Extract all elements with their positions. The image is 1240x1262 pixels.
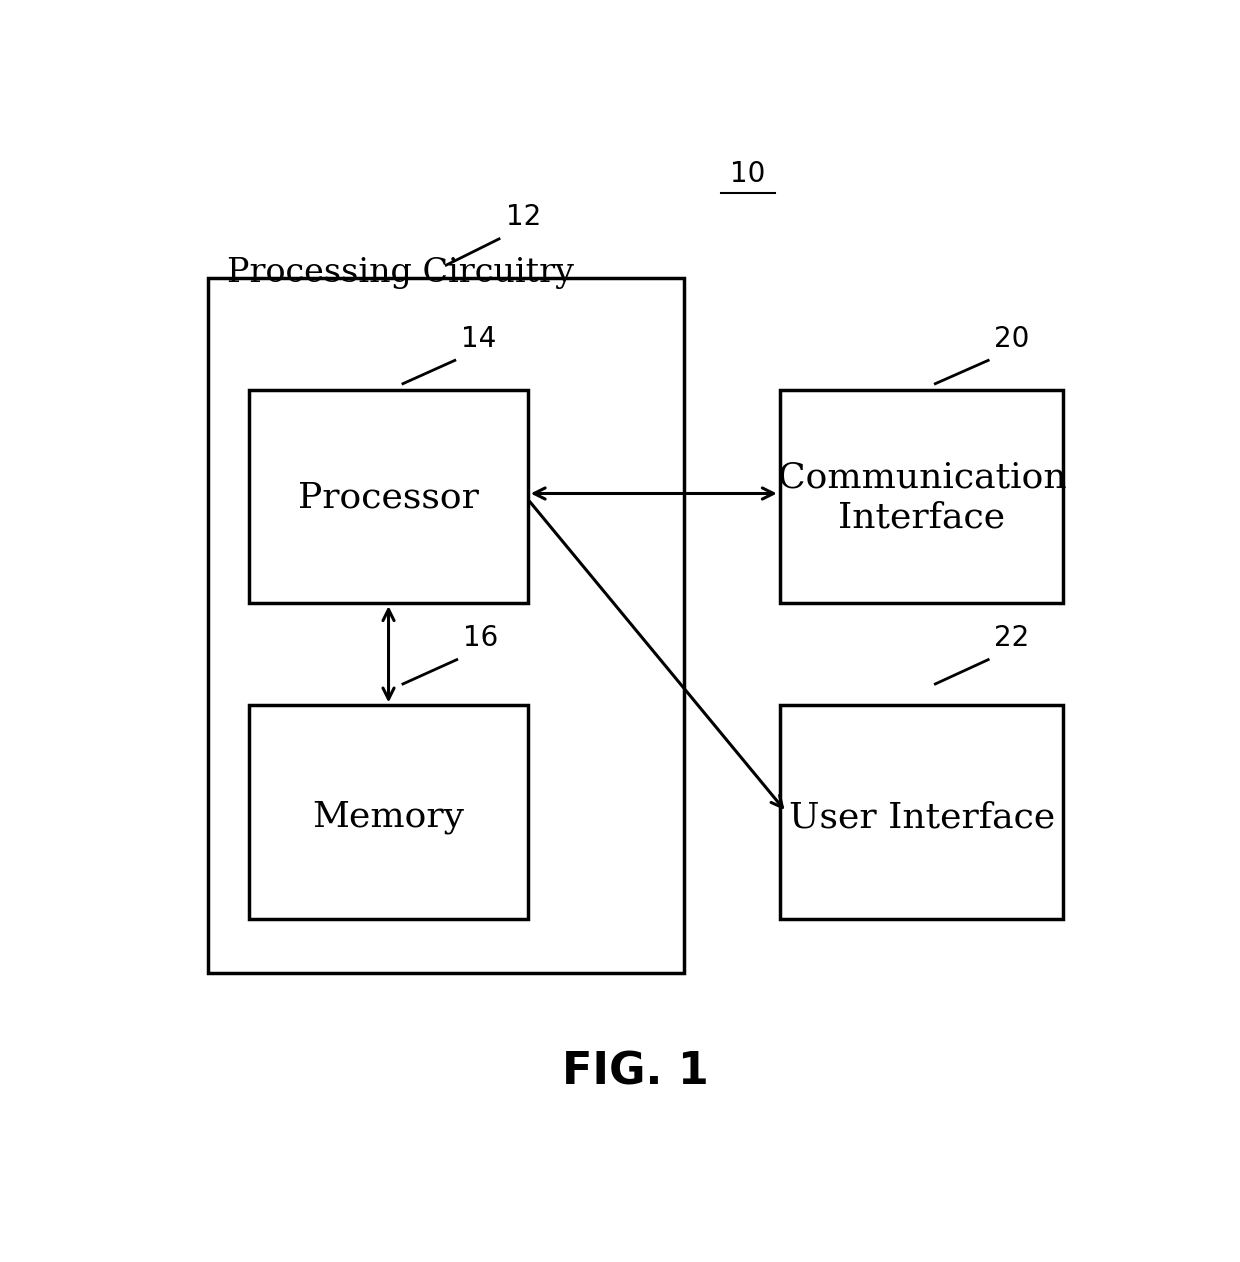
Text: Processing Circuitry: Processing Circuitry (227, 257, 574, 289)
Text: Communication
Interface: Communication Interface (777, 461, 1066, 534)
Bar (780, 390, 1063, 603)
Text: Memory: Memory (312, 800, 465, 834)
Bar (208, 278, 683, 973)
Bar (249, 705, 528, 919)
Text: 10: 10 (730, 160, 765, 188)
Text: 12: 12 (506, 203, 541, 231)
Bar (780, 705, 1063, 919)
Text: 16: 16 (463, 623, 497, 652)
Bar (249, 390, 528, 603)
Text: FIG. 1: FIG. 1 (562, 1050, 709, 1093)
Text: 22: 22 (994, 623, 1029, 652)
Text: Processor: Processor (298, 481, 479, 515)
Text: User Interface: User Interface (789, 800, 1055, 834)
Text: 14: 14 (460, 324, 496, 352)
Text: 20: 20 (994, 324, 1029, 352)
